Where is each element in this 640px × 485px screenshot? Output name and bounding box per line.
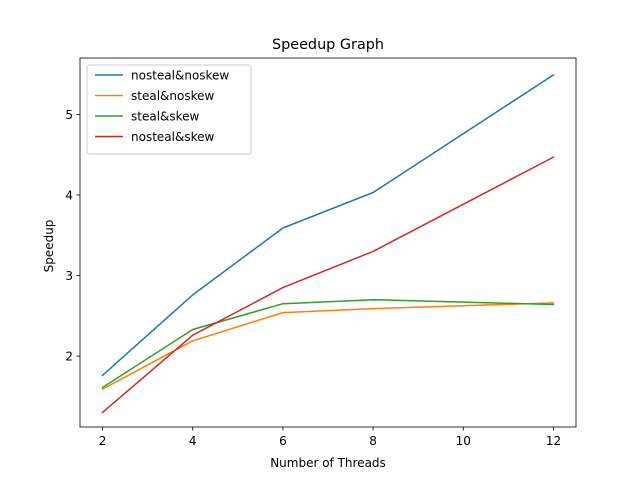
y-axis-label: Speedup xyxy=(42,220,56,273)
x-axis-label: Number of Threads xyxy=(270,456,386,470)
x-tick-label: 6 xyxy=(279,434,287,448)
series-line-2 xyxy=(101,302,555,391)
series-line-1 xyxy=(101,73,555,377)
series-line-3 xyxy=(101,298,555,389)
y-tick-label: 3 xyxy=(65,269,73,283)
legend-label-2: steal&noskew xyxy=(131,89,214,103)
plot-area xyxy=(101,73,555,414)
y-tick-label: 4 xyxy=(65,188,73,202)
legend: nosteal&noskew steal&noskew steal&skew nost… xyxy=(86,64,252,155)
legend-box xyxy=(86,64,252,155)
axes-frame xyxy=(79,57,577,428)
legend-label-3: steal&skew xyxy=(131,110,200,124)
legend-label-1: nosteal&noskew xyxy=(131,69,229,83)
x-tick-label: 2 xyxy=(99,434,107,448)
y-tick-label: 2 xyxy=(65,350,73,364)
legend-label-4: nosteal&skew xyxy=(131,130,214,144)
x-tick-label: 10 xyxy=(456,434,471,448)
x-tick-label: 8 xyxy=(369,434,377,448)
y-tick-label: 5 xyxy=(65,108,73,122)
x-tick-label: 4 xyxy=(189,434,197,448)
chart-title: Speedup Graph xyxy=(272,37,384,53)
series-line-4 xyxy=(101,156,555,414)
axes: 2 4 6 8 10 12 2 3 4 5 xyxy=(65,57,577,448)
x-tick-label: 12 xyxy=(546,434,561,448)
